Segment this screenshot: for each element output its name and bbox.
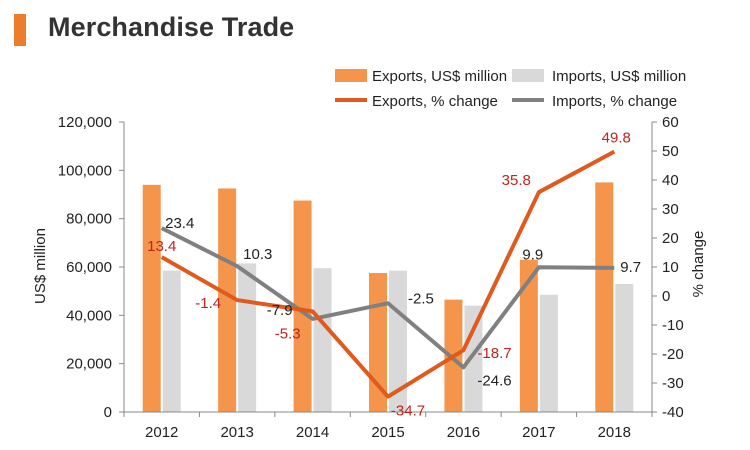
x-tick-label: 2012 xyxy=(145,424,178,441)
imports-change-data-label: -2.5 xyxy=(408,290,434,307)
exports-bar xyxy=(519,259,538,412)
imports-change-data-label: 9.7 xyxy=(620,259,641,276)
exports-change-data-label: 35.8 xyxy=(502,172,531,189)
legend-label-exports-line: Exports, % change xyxy=(372,93,498,110)
y2-tick-label: 60 xyxy=(662,114,679,131)
legend-label-imports-bar: Imports, US$ million xyxy=(552,68,686,85)
legend-swatch-exports-bar xyxy=(335,69,367,82)
y2-tick-label: 20 xyxy=(662,230,679,247)
imports-change-data-label: 23.4 xyxy=(165,215,194,232)
imports-change-data-label: -7.9 xyxy=(267,302,293,319)
exports-bar xyxy=(595,182,614,412)
y-tick-label: 80,000 xyxy=(66,211,112,228)
imports-bar xyxy=(238,263,257,412)
x-tick-label: 2018 xyxy=(598,424,631,441)
x-tick-label: 2017 xyxy=(522,424,555,441)
y2-tick-label: 10 xyxy=(662,259,679,276)
y-tick-label: 0 xyxy=(104,404,112,421)
x-tick-label: 2015 xyxy=(371,424,404,441)
exports-change-data-label: -34.7 xyxy=(391,403,425,420)
y2-tick-label: 50 xyxy=(662,143,679,160)
y2-tick-label: -40 xyxy=(662,404,684,421)
exports-change-data-label: -5.3 xyxy=(275,325,301,342)
y-tick-label: 100,000 xyxy=(58,162,112,179)
imports-change-data-label: 9.9 xyxy=(522,246,543,263)
y2-tick-label: 40 xyxy=(662,172,679,189)
exports-change-data-label: -18.7 xyxy=(477,345,511,362)
exports-bar xyxy=(293,200,312,412)
title-accent-bar xyxy=(14,14,26,46)
x-tick-label: 2014 xyxy=(296,424,329,441)
legend-label-imports-line: Imports, % change xyxy=(552,93,677,110)
legend-swatch-imports-bar xyxy=(512,69,544,82)
y-axis-title: US$ million xyxy=(32,228,49,304)
y-tick-label: 40,000 xyxy=(66,307,112,324)
exports-change-data-label: -1.4 xyxy=(195,295,221,312)
exports-change-data-label: 49.8 xyxy=(602,130,631,147)
exports-change-line xyxy=(160,149,616,399)
imports-change-data-label: -24.6 xyxy=(477,372,511,389)
legend-label-exports-bar: Exports, US$ million xyxy=(372,68,507,85)
x-tick-label: 2013 xyxy=(220,424,253,441)
y2-axis-title: % change xyxy=(690,231,707,298)
y-tick-label: 20,000 xyxy=(66,356,112,373)
exports-bar xyxy=(142,184,161,412)
y2-tick-label: -20 xyxy=(662,346,684,363)
y2-tick-label: 30 xyxy=(662,201,679,218)
exports-bar xyxy=(218,188,237,412)
x-tick-label: 2016 xyxy=(447,424,480,441)
imports-change-data-label: 10.3 xyxy=(243,246,272,263)
imports-bar xyxy=(162,270,181,412)
exports-change-data-label: 13.4 xyxy=(147,238,176,255)
imports-bar xyxy=(615,283,634,412)
y2-tick-label: 0 xyxy=(662,288,670,305)
imports-bar xyxy=(313,268,332,412)
y-tick-label: 60,000 xyxy=(66,259,112,276)
page-title: Merchandise Trade xyxy=(48,12,295,42)
imports-change-line xyxy=(160,226,615,370)
y-tick-label: 120,000 xyxy=(58,114,112,131)
y2-tick-label: -10 xyxy=(662,317,684,334)
y2-tick-label: -30 xyxy=(662,375,684,392)
imports-bar xyxy=(539,294,558,412)
imports-bar xyxy=(464,305,483,412)
